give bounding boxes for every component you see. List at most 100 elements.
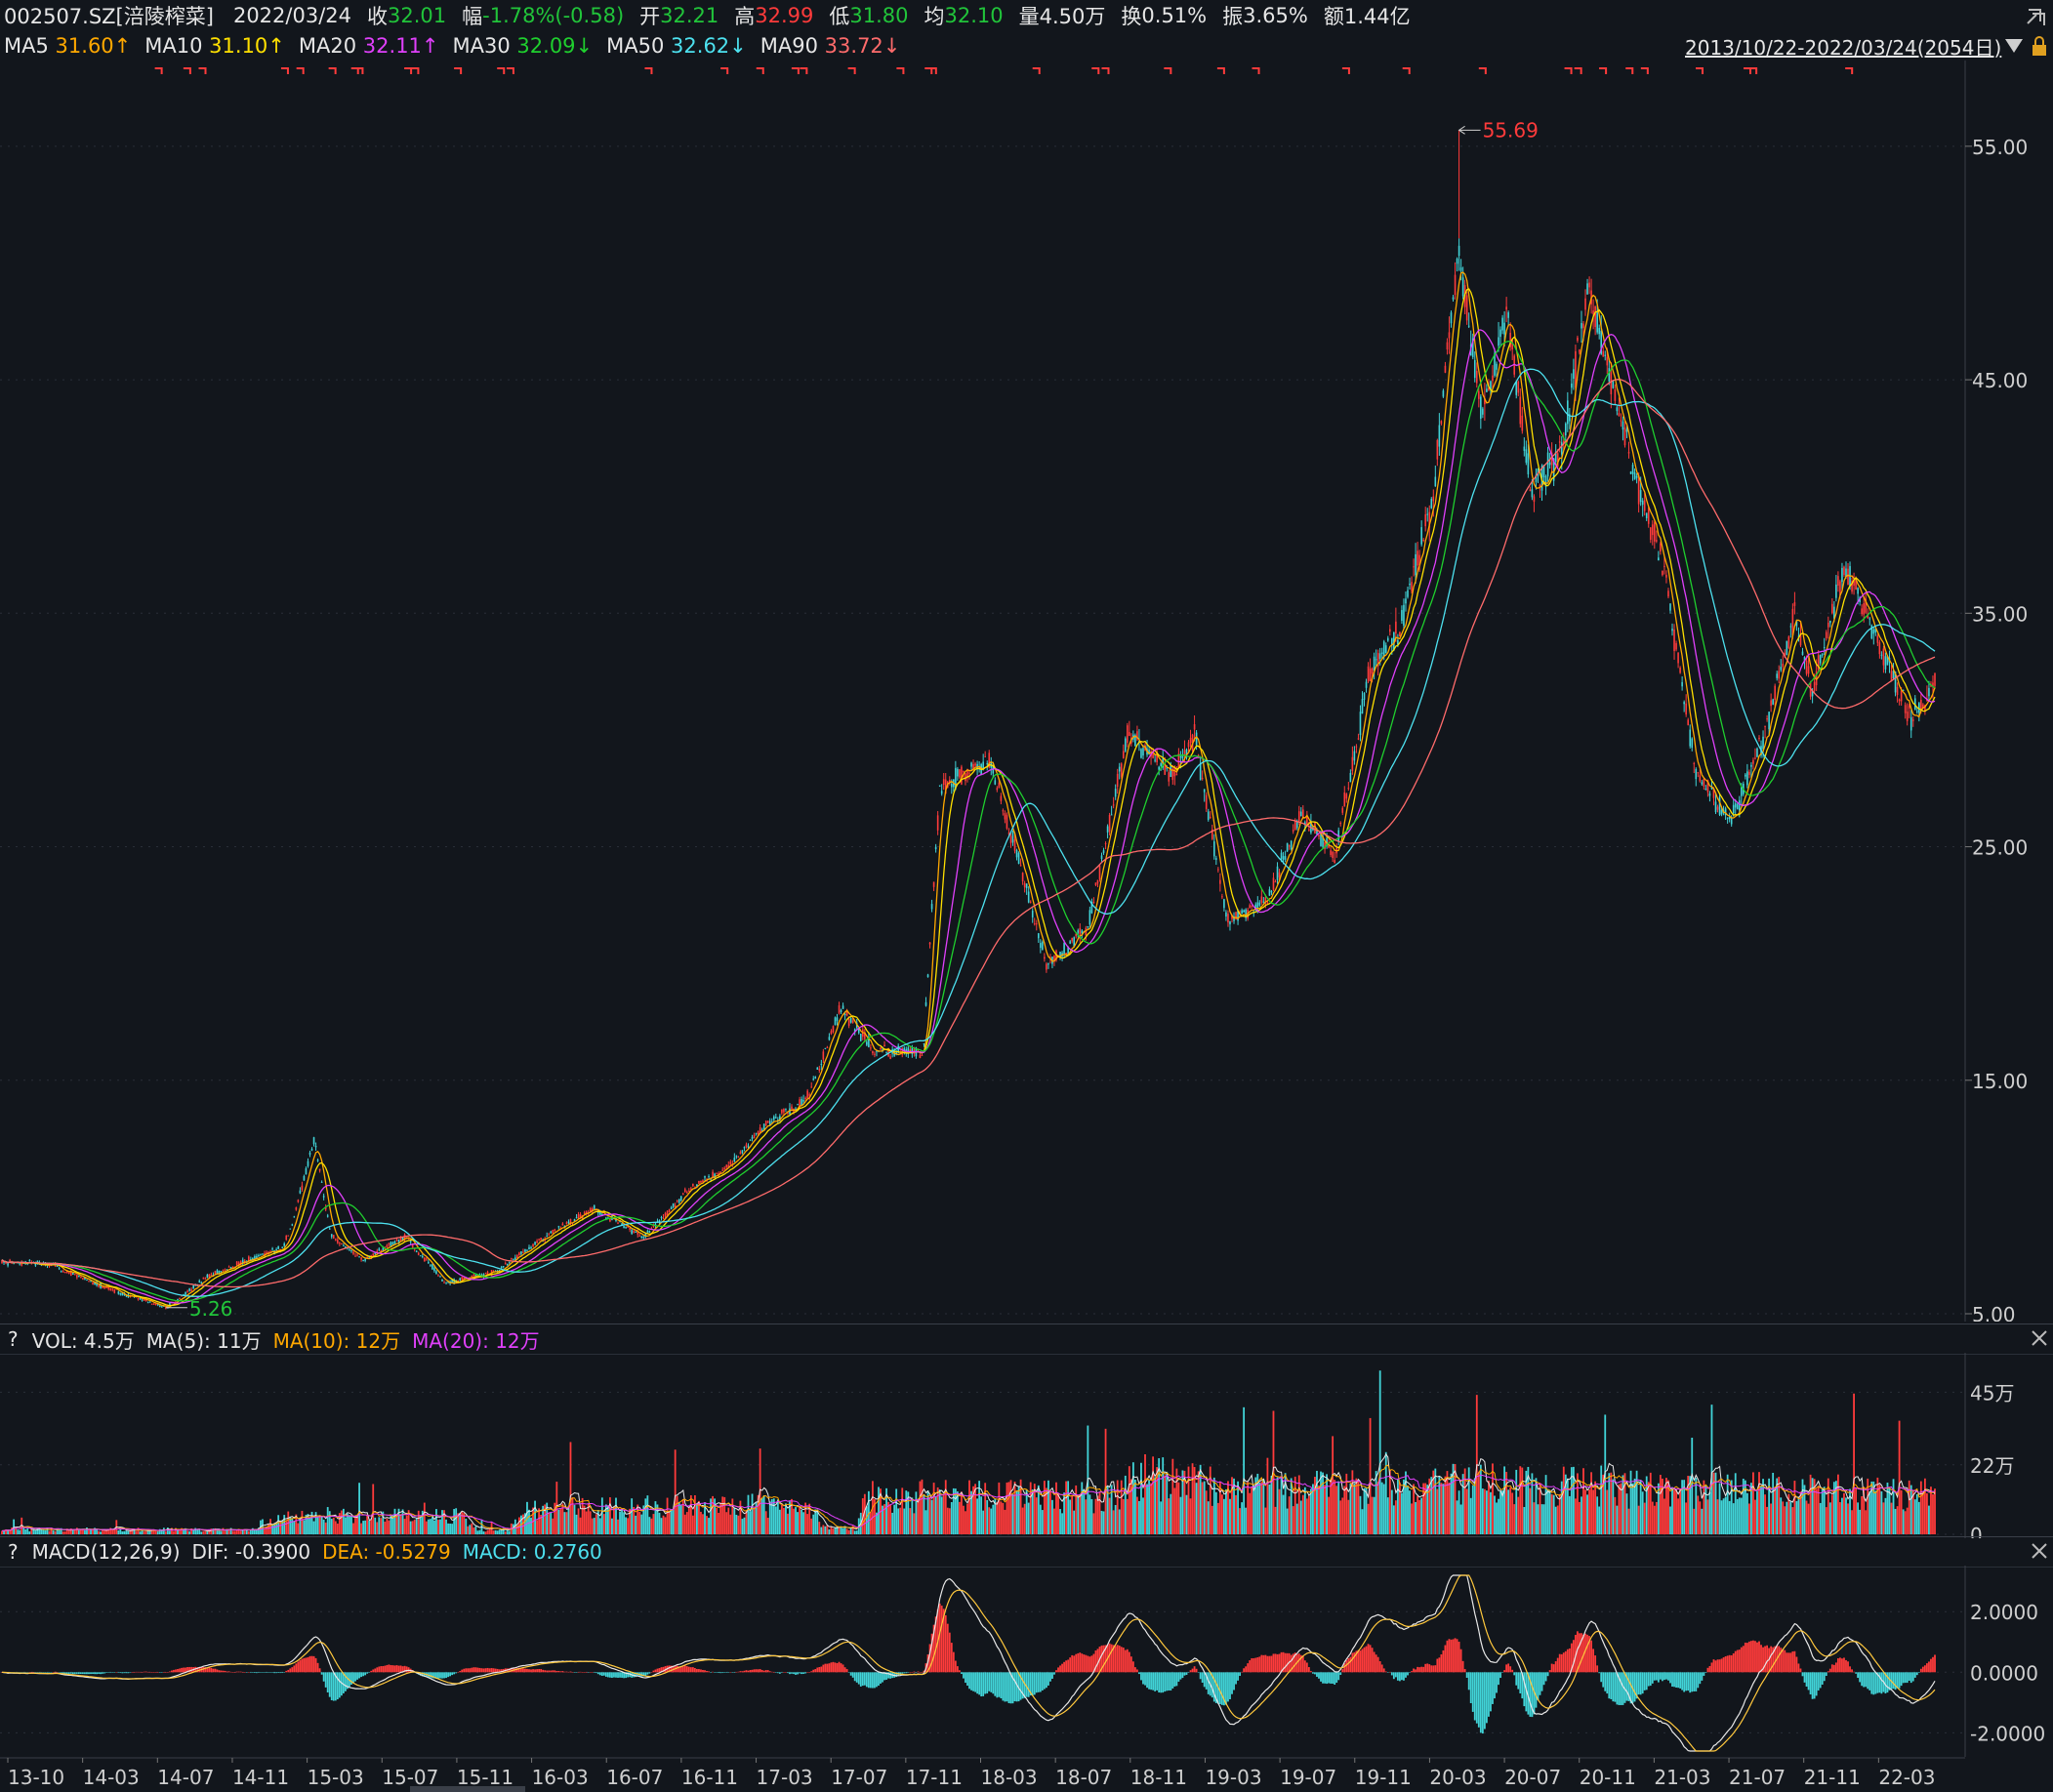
macd-bar xyxy=(1035,1672,1038,1693)
macd-bar xyxy=(1262,1654,1265,1673)
date-tick-label: 18-03 xyxy=(981,1766,1038,1789)
candle-body xyxy=(1158,766,1160,770)
volume-bar xyxy=(1706,1499,1709,1534)
vol-close-icon[interactable] xyxy=(2031,1329,2048,1347)
macd-bar xyxy=(1760,1645,1762,1673)
candle-body xyxy=(177,1298,179,1300)
volume-bar xyxy=(1436,1488,1439,1534)
candle-body xyxy=(955,767,957,790)
volume-bar xyxy=(247,1530,250,1534)
volume-bar xyxy=(611,1518,613,1534)
candle-body xyxy=(737,1156,740,1158)
volume-bar xyxy=(1293,1476,1296,1534)
macd-bar xyxy=(1754,1641,1756,1673)
candle-body xyxy=(1185,749,1188,755)
candle-body xyxy=(250,1258,252,1260)
volume-bar xyxy=(214,1527,217,1534)
candle-body xyxy=(1073,937,1076,948)
date-range-selector[interactable]: 2013/10/22-2022/03/24(2054日) xyxy=(1685,32,2048,60)
candle-body xyxy=(1166,767,1169,769)
volume-bar xyxy=(1651,1501,1654,1534)
candle-body xyxy=(633,1231,635,1233)
volume-bar xyxy=(849,1527,852,1534)
volume-bar xyxy=(561,1503,564,1534)
volume-bar xyxy=(190,1527,193,1534)
candle-body xyxy=(428,1261,430,1264)
macd-bar xyxy=(828,1663,831,1673)
candle-body xyxy=(358,1256,360,1258)
macd-bar xyxy=(52,1672,55,1673)
volume-bar xyxy=(9,1530,11,1534)
candle-body xyxy=(1040,943,1042,949)
volume-bar xyxy=(1256,1473,1259,1534)
volume-bar xyxy=(1069,1499,1072,1534)
macd-bar xyxy=(842,1664,844,1673)
candle-body xyxy=(1440,421,1443,425)
vol-help-button[interactable]: ? xyxy=(8,1327,19,1351)
macd-bar xyxy=(1830,1664,1833,1673)
candle-body xyxy=(484,1273,487,1275)
candle-body xyxy=(218,1270,221,1274)
macd-close-icon[interactable] xyxy=(2031,1542,2048,1560)
macd-bar xyxy=(1158,1672,1161,1693)
candle-body xyxy=(982,761,984,769)
dropdown-arrow-icon[interactable] xyxy=(2005,39,2024,53)
volume-bar xyxy=(745,1510,748,1534)
macd-bar xyxy=(125,1672,128,1674)
volume-bar xyxy=(878,1487,880,1534)
volume-bar xyxy=(954,1488,957,1534)
candle-body xyxy=(1835,584,1837,598)
macd-bar xyxy=(352,1672,354,1683)
macd-bar xyxy=(1142,1672,1144,1685)
horizontal-scrollbar[interactable] xyxy=(410,1786,525,1792)
candle-body xyxy=(291,1224,294,1226)
candle-body xyxy=(1750,764,1752,767)
candle-body xyxy=(640,1236,643,1239)
macd-bar xyxy=(1880,1672,1883,1694)
macd-bar xyxy=(1815,1672,1818,1696)
volume-bar xyxy=(1301,1494,1304,1534)
macd-bar xyxy=(77,1672,80,1675)
macd-bar xyxy=(1223,1672,1225,1706)
candle-body xyxy=(1679,667,1681,673)
macd-bar xyxy=(872,1672,874,1689)
macd-bar xyxy=(474,1667,477,1673)
candle-body xyxy=(90,1281,92,1283)
candle-body xyxy=(1677,652,1679,664)
macd-help-button[interactable]: ? xyxy=(8,1540,19,1564)
macd-bar xyxy=(262,1672,264,1673)
lock-icon[interactable] xyxy=(2031,35,2048,57)
volume-bar xyxy=(666,1497,669,1534)
candle-body xyxy=(895,1050,897,1055)
macd-bar xyxy=(1537,1672,1540,1701)
candle-body xyxy=(1584,298,1586,310)
volume-bar xyxy=(899,1507,902,1534)
macd-bar xyxy=(1390,1672,1393,1676)
candle-body xyxy=(1168,772,1170,782)
candle-body xyxy=(514,1257,516,1260)
event-marker-icon xyxy=(1216,67,1225,74)
stock-symbol[interactable]: 002507.SZ[涪陵榨菜] xyxy=(4,5,214,28)
macd-bar xyxy=(362,1672,365,1677)
candle-body xyxy=(82,1278,84,1280)
macd-bar xyxy=(206,1667,209,1673)
candle-body xyxy=(1461,277,1464,297)
volume-bar xyxy=(1623,1473,1626,1534)
macd-bar xyxy=(1083,1654,1086,1673)
volume-bar xyxy=(840,1526,842,1534)
volume-bar xyxy=(1345,1473,1348,1534)
volume-bar xyxy=(1697,1495,1700,1534)
volume-bar xyxy=(600,1497,603,1534)
macd-bar xyxy=(956,1666,959,1673)
volume-ma-line xyxy=(1,1464,1936,1531)
candle-body xyxy=(1801,651,1804,656)
macd-bar xyxy=(266,1672,267,1673)
volume-bar xyxy=(1009,1480,1012,1534)
volume-bar xyxy=(1821,1487,1824,1534)
candle-body xyxy=(63,1272,66,1274)
restore-window-icon[interactable] xyxy=(2025,4,2048,27)
macd-bar xyxy=(1498,1672,1499,1686)
